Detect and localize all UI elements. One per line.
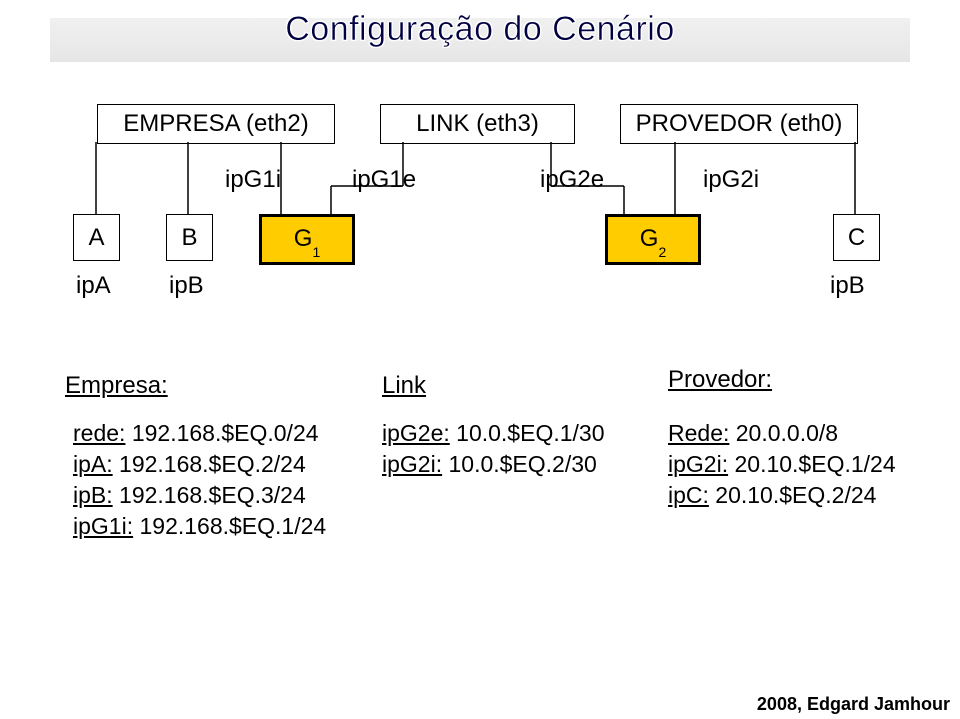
- provedor-body: Rede: 20.0.0.0/8 ipG2i: 20.10.$EQ.1/24 i…: [668, 418, 896, 511]
- node-b: B: [166, 214, 213, 261]
- link-body: ipG2e: 10.0.$EQ.1/30 ipG2i: 10.0.$EQ.2/3…: [382, 418, 605, 480]
- footer-text: 2008, Edgard Jamhour: [757, 694, 950, 715]
- node-c: C: [833, 214, 880, 261]
- link-heading: Link: [382, 372, 426, 400]
- label-ipg1e: ipG1e: [352, 166, 416, 194]
- label-ipg2i: ipG2i: [703, 166, 759, 194]
- empresa-heading: Empresa:: [65, 372, 168, 400]
- label-link: LINK (eth3): [416, 110, 539, 138]
- label-ipb-left: ipB: [169, 272, 204, 300]
- label-provedor: PROVEDOR (eth0): [636, 110, 843, 138]
- node-c-label: C: [848, 224, 865, 252]
- node-a-label: A: [88, 224, 104, 252]
- label-ipg2e: ipG2e: [540, 166, 604, 194]
- node-g1-label: G1: [294, 225, 320, 255]
- node-b-label: B: [181, 224, 197, 252]
- page-title: Configuração do Cenário: [0, 10, 960, 49]
- label-ipg1i: ipG1i: [225, 166, 281, 194]
- provedor-heading: Provedor:: [668, 366, 772, 394]
- label-empresa: EMPRESA (eth2): [123, 110, 308, 138]
- box-provedor: PROVEDOR (eth0): [620, 104, 858, 144]
- box-link: LINK (eth3): [380, 104, 575, 144]
- node-g2: G2: [605, 214, 701, 265]
- label-ipa: ipA: [76, 272, 111, 300]
- label-ipb-right: ipB: [830, 272, 865, 300]
- box-empresa: EMPRESA (eth2): [97, 104, 335, 144]
- node-g1: G1: [259, 214, 355, 265]
- empresa-body: rede: 192.168.$EQ.0/24 ipA: 192.168.$EQ.…: [73, 418, 326, 542]
- node-g2-label: G2: [640, 225, 666, 255]
- node-a: A: [73, 214, 120, 261]
